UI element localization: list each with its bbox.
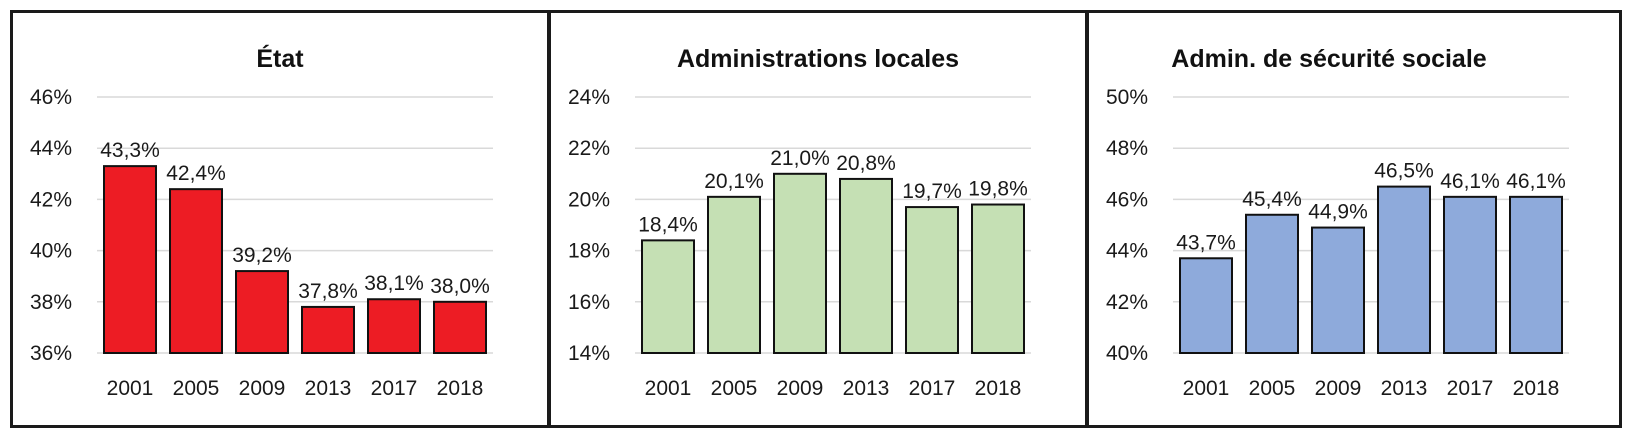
y-tick-label: 18% — [568, 240, 610, 263]
bar — [1179, 257, 1233, 354]
data-label: 43,3% — [100, 139, 160, 162]
x-tick-label: 2009 — [777, 377, 824, 400]
y-tick-label: 46% — [1106, 188, 1148, 211]
x-tick-label: 2005 — [1249, 377, 1296, 400]
x-tick-label: 2001 — [645, 377, 692, 400]
chart-title: Admin. de sécurité sociale — [1171, 45, 1486, 73]
y-tick-label: 14% — [568, 342, 610, 365]
bar — [707, 195, 761, 354]
y-tick-label: 42% — [30, 188, 72, 211]
chart-title: Administrations locales — [677, 45, 959, 73]
data-label: 38,0% — [430, 275, 490, 298]
y-tick-label: 20% — [568, 188, 610, 211]
y-tick-label: 40% — [1106, 342, 1148, 365]
data-label: 20,1% — [704, 170, 764, 193]
data-label: 46,5% — [1374, 160, 1434, 183]
x-tick-label: 2018 — [975, 377, 1022, 400]
x-tick-label: 2017 — [371, 377, 418, 400]
data-label: 43,7% — [1176, 231, 1236, 254]
x-tick-label: 2009 — [1315, 377, 1362, 400]
x-tick-label: 2018 — [437, 377, 484, 400]
bar — [641, 239, 695, 354]
y-tick-label: 22% — [568, 137, 610, 160]
y-tick-label: 38% — [30, 291, 72, 314]
y-tick-label: 44% — [30, 137, 72, 160]
bar — [169, 188, 223, 354]
x-tick-label: 2013 — [305, 377, 352, 400]
data-label: 46,1% — [1506, 170, 1566, 193]
data-label: 18,4% — [638, 213, 698, 236]
bar — [1443, 195, 1497, 354]
bar — [773, 172, 827, 354]
bar — [971, 203, 1025, 354]
x-tick-label: 2001 — [107, 377, 154, 400]
y-tick-label: 46% — [30, 86, 72, 109]
data-label: 45,4% — [1242, 188, 1302, 211]
x-tick-label: 2009 — [239, 377, 286, 400]
y-tick-label: 16% — [568, 291, 610, 314]
chart-svg: État 36% 38% 40% 42% 44% 46% 43,3% 2001 42,4% 200… — [30, 44, 493, 400]
y-tick-label: 24% — [568, 86, 610, 109]
chart-svg: Admin. de sécurité sociale 40% 42% 44% 46% 4… — [1106, 45, 1569, 400]
bar — [367, 298, 421, 354]
y-tick-label: 40% — [30, 240, 72, 263]
x-tick-label: 2013 — [843, 377, 890, 400]
x-tick-label: 2017 — [1447, 377, 1494, 400]
data-label: 19,7% — [902, 180, 962, 203]
data-label: 44,9% — [1308, 201, 1368, 224]
bar — [103, 165, 157, 354]
y-tick-label: 50% — [1106, 86, 1148, 109]
bar — [1245, 213, 1299, 354]
x-tick-label: 2017 — [909, 377, 956, 400]
y-tick-label: 48% — [1106, 137, 1148, 160]
data-label: 46,1% — [1440, 170, 1500, 193]
chart-svg: Administrations locales 14% 16% 18% 20% 22% 2… — [568, 45, 1031, 400]
data-label: 21,0% — [770, 147, 830, 170]
bar — [905, 206, 959, 354]
bar — [839, 177, 893, 354]
bar — [235, 270, 289, 354]
chart-panel-securite-sociale: Admin. de sécurité sociale 40% 42% 44% 46% 4… — [1086, 10, 1622, 428]
y-tick-label: 44% — [1106, 240, 1148, 263]
chart-panel-administrations-locales: Administrations locales 14% 16% 18% 20% 22% 2… — [548, 10, 1088, 428]
chart-title: État — [256, 44, 304, 73]
y-tick-label: 36% — [30, 342, 72, 365]
data-label: 37,8% — [298, 280, 358, 303]
y-tick-label: 42% — [1106, 291, 1148, 314]
bar — [1509, 195, 1563, 354]
data-label: 38,1% — [364, 272, 424, 295]
x-tick-label: 2018 — [1513, 377, 1560, 400]
x-tick-label: 2001 — [1183, 377, 1230, 400]
x-tick-label: 2013 — [1381, 377, 1428, 400]
bar — [433, 300, 487, 354]
data-label: 20,8% — [836, 152, 896, 175]
data-label: 39,2% — [232, 244, 292, 267]
x-tick-label: 2005 — [173, 377, 220, 400]
x-tick-label: 2005 — [711, 377, 758, 400]
data-label: 42,4% — [166, 162, 226, 185]
bar — [1311, 226, 1365, 354]
chart-panel-etat: État 36% 38% 40% 42% 44% 46% 43,3% 2001 42,4% 200… — [10, 10, 550, 428]
data-label: 19,8% — [968, 178, 1028, 201]
bar — [1377, 185, 1431, 354]
bar — [301, 305, 355, 355]
